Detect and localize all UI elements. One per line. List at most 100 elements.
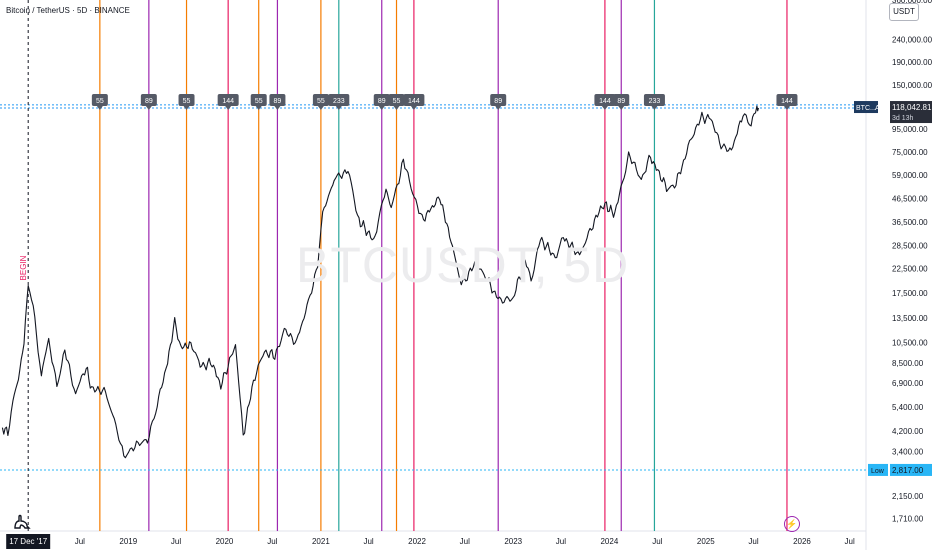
cycle-label: 233 [333,98,345,105]
y-tick-label: 190,000.00 [892,58,932,67]
low-name-label: Low [871,468,885,475]
y-tick-label: 75,000.00 [892,148,928,157]
y-tick-label: 13,500.00 [892,314,928,323]
symbol-label-box [854,101,878,114]
cycle-label-box [250,94,267,106]
cycle-label-box [388,94,405,106]
cycle-label: 89 [494,98,502,105]
cycle-label-pointer [410,106,417,110]
y-tick-label: 36,500.00 [892,218,928,227]
cycle-label: 89 [145,98,153,105]
begin-label: BEGIN [19,255,28,280]
y-tick-label: 240,000.00 [892,35,932,44]
x-tick-label: Jul [845,537,855,546]
cycle-label-pointer [255,106,262,110]
cycle-label-box [269,94,286,106]
price-series-line [1,105,760,459]
cycle-label: 89 [274,98,282,105]
cycle-label-box [594,94,616,106]
cycle-label-pointer [335,106,342,110]
countdown-label: 3d 13h [892,115,914,122]
cycle-label-pointer [393,106,400,110]
cycle-label: 144 [781,98,793,105]
cycle-label-pointer [145,106,152,110]
y-tick-label: 28,500.00 [892,242,928,251]
cycle-label: 55 [183,98,191,105]
y-tick-label: 10,500.00 [892,338,928,347]
cycle-label-pointer [651,106,658,110]
cycle-label-box [776,94,798,106]
y-tick-label: 17,500.00 [892,289,928,298]
cycle-label: 89 [617,98,625,105]
x-tick-label: 2020 [216,537,234,546]
x-tick-label: Jul [652,537,662,546]
x-tick-label: 2026 [793,537,811,546]
cycle-label-pointer [183,106,190,110]
cycle-label-box [328,94,350,106]
ask-label: Ask [875,105,887,112]
low-price-box [890,463,932,476]
cycle-label-box [312,94,329,106]
cycle-label: 144 [222,98,234,105]
cycle-label-pointer [225,106,232,110]
cycle-label-pointer [495,106,502,110]
cycle-label-pointer [317,106,324,110]
cursor-date-label: 17 Dec '17 [9,537,48,546]
y-tick-label: 1,710.00 [892,514,924,523]
x-tick-label: Jul [363,537,373,546]
cycle-label-box [490,94,507,106]
cycle-label-box [403,94,425,106]
x-tick-label: 2024 [600,537,618,546]
lightning-icon[interactable]: ⚡ [784,516,800,532]
y-tick-label: 5,400.00 [892,403,924,412]
x-tick-label: Jul [460,537,470,546]
x-tick-label: 2019 [119,537,137,546]
cycle-label: 89 [378,98,386,105]
cycle-label: 55 [255,98,263,105]
cycle-label: 55 [96,98,104,105]
price-label: 118,042.81 [892,103,932,112]
cycle-label-pointer [783,106,790,110]
cycle-label: 233 [649,98,661,105]
y-tick-label: 59,000.00 [892,171,928,180]
x-tick-label: Jul [75,537,85,546]
y-tick-label: 2,150.00 [892,492,924,501]
cycle-label-box [217,94,239,106]
y-tick-label: 46,500.00 [892,194,928,203]
cursor-date-box [6,534,51,549]
tradingview-logo-icon[interactable] [12,512,32,532]
cycle-label-box [178,94,195,106]
cycle-label-pointer [601,106,608,110]
cycle-label: 144 [408,98,420,105]
cycle-label-box [140,94,157,106]
y-tick-label: 8,500.00 [892,359,924,368]
y-tick-label: 4,200.00 [892,427,924,436]
x-tick-label: Jul [748,537,758,546]
y-tick-label: 150,000.00 [892,81,932,90]
cycle-label: 144 [599,98,611,105]
cycle-label: 55 [393,98,401,105]
cycle-label-pointer [618,106,625,110]
x-tick-label: 2021 [312,537,330,546]
currency-button[interactable]: USDT [889,3,919,21]
low-name-box [868,463,888,476]
cycle-label-box [373,94,390,106]
price-label-box [890,101,932,124]
x-tick-label: Jul [556,537,566,546]
chart-title: Bitcoin / TetherUS · 5D · BINANCE [6,6,130,15]
low-price-label: 2,817.00 [892,466,924,475]
y-tick-label: 95,000.00 [892,125,928,134]
cycle-label-box [643,94,665,106]
x-tick-label: 2023 [504,537,522,546]
symbol-label: BTC... [856,105,876,112]
x-tick-label: 2022 [408,537,426,546]
y-tick-label: 22,500.00 [892,265,928,274]
cycle-label-box [613,94,630,106]
cycle-label: 55 [317,98,325,105]
x-tick-label: Jul [267,537,277,546]
y-tick-label: 3,400.00 [892,448,924,457]
cycle-label-box [91,94,108,106]
x-tick-label: Jul [171,537,181,546]
y-tick-label: 360,000.00 [892,0,932,5]
